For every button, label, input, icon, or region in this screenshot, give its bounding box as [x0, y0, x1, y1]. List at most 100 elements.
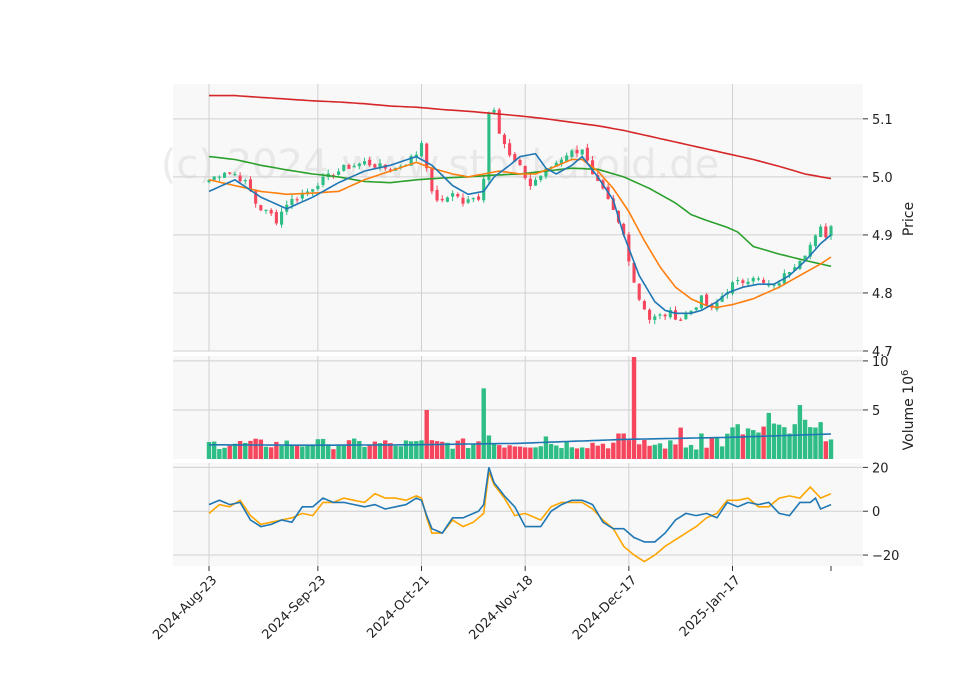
volume-bar — [346, 440, 352, 459]
volume-bar — [326, 444, 331, 459]
candle-body — [430, 168, 434, 192]
volume-bar — [450, 448, 455, 459]
candle-body — [445, 197, 449, 202]
volume-bar — [647, 445, 652, 459]
volume-bar — [206, 442, 212, 459]
candle-body — [585, 147, 589, 161]
candle-body — [243, 180, 247, 182]
volume-bar — [595, 445, 600, 459]
volume-bar — [823, 441, 829, 459]
volume-bar — [320, 438, 326, 459]
x-tick-label: 2024-Dec-17 — [570, 573, 640, 643]
volume-bar — [367, 445, 372, 459]
volume-bar — [548, 443, 554, 459]
candle-body — [580, 149, 584, 155]
candle-body — [368, 159, 372, 166]
volume-bar — [211, 441, 217, 459]
volume-bar — [631, 356, 637, 459]
volume-tick-label: 5 — [872, 404, 880, 419]
candle-body — [699, 295, 703, 309]
candle-body — [513, 154, 517, 162]
candle-body — [632, 262, 636, 283]
volume-bar — [419, 440, 424, 459]
volume-bar — [465, 447, 471, 459]
volume-bar — [274, 441, 279, 459]
candle-body — [217, 176, 221, 178]
volume-bar — [372, 441, 378, 459]
volume-bar — [621, 433, 626, 459]
candle-body — [528, 178, 532, 187]
volume-bar — [688, 444, 694, 459]
volume-ma-line — [209, 433, 832, 447]
volume-bar — [383, 440, 388, 459]
ma-long-line — [209, 94, 832, 180]
volume-bar — [445, 442, 450, 459]
volume-bar — [351, 438, 357, 459]
candle-body — [694, 307, 698, 310]
volume-exponent: 6 — [900, 370, 911, 376]
volume-bar — [668, 440, 673, 459]
volume-bar — [579, 447, 585, 459]
oscillator-tick-label: 0 — [872, 505, 880, 520]
x-tick-label: 2024-Sep-23 — [260, 573, 330, 643]
candle-body — [523, 165, 527, 179]
volume-bar — [455, 440, 461, 459]
candle-body — [280, 211, 284, 225]
volume-bar — [751, 430, 756, 459]
price-tick-label: 5.1 — [872, 113, 893, 128]
candle-body — [482, 178, 486, 201]
volume-bar — [403, 440, 409, 459]
volume-bar — [637, 444, 642, 459]
volume-bar — [782, 427, 787, 459]
candle-body — [575, 149, 579, 154]
candle-body — [456, 193, 460, 197]
candle-body — [388, 169, 392, 171]
ma-fast-line — [208, 152, 832, 315]
candle-body — [233, 173, 237, 176]
candle-body — [461, 197, 465, 204]
candle-body — [440, 198, 444, 201]
volume-bar — [331, 449, 336, 459]
volume-axis-label: Volume 106 — [900, 370, 918, 451]
candle-body — [497, 109, 501, 134]
volume-bar — [237, 441, 243, 459]
candle-body — [362, 161, 367, 165]
volume-bar — [771, 423, 777, 459]
volume-bar — [694, 449, 699, 459]
volume-bar — [491, 444, 497, 459]
candle-body — [264, 209, 268, 211]
volume-bar — [828, 439, 834, 459]
volume-bar — [714, 437, 720, 459]
volume-bar — [284, 440, 289, 459]
volume-bar — [574, 448, 580, 459]
volume-bar — [761, 426, 766, 459]
candle-body — [570, 150, 574, 157]
candle-body — [295, 199, 299, 201]
volume-bar — [652, 444, 657, 459]
oscillator-tick-label: 20 — [872, 461, 889, 476]
volume-bar — [414, 441, 419, 459]
volume-bar — [393, 446, 398, 459]
volume-bar — [476, 441, 481, 459]
candle-body — [518, 159, 522, 165]
x-tick-label: 2024-Oct-21 — [364, 573, 432, 641]
volume-bar — [429, 440, 435, 459]
candle-body — [642, 301, 646, 310]
volume-bar — [528, 447, 533, 459]
volume-bar — [538, 446, 543, 459]
candle-body — [689, 310, 693, 314]
volume-bar — [341, 445, 346, 459]
candle-body — [502, 134, 507, 145]
volume-bar — [600, 443, 606, 459]
oscillator-line-b — [208, 471, 832, 563]
candle-body — [736, 280, 740, 282]
candle-body — [357, 163, 361, 167]
volume-bar — [776, 424, 782, 459]
candle-body — [684, 314, 688, 320]
volume-bar — [512, 446, 518, 459]
volume-bar — [611, 442, 616, 459]
volume-bar — [522, 447, 528, 459]
volume-bar — [683, 447, 689, 459]
